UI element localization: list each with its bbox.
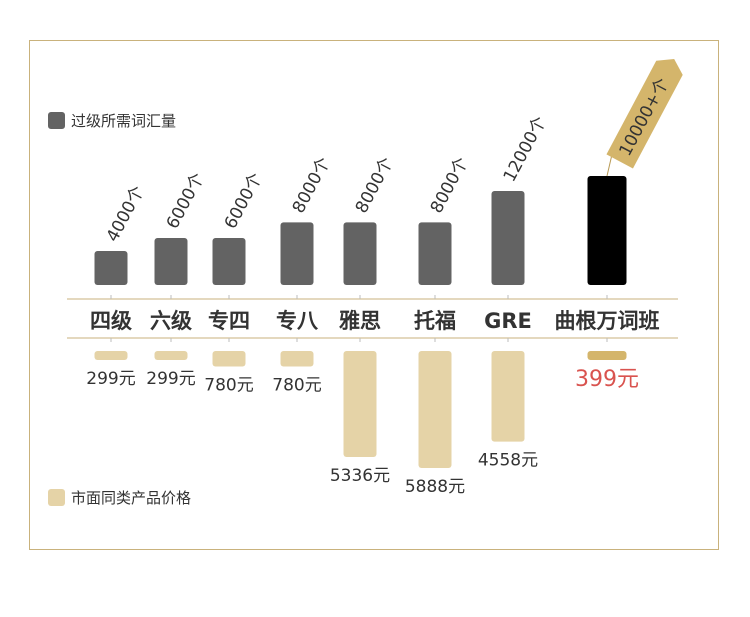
- category-label: 六级: [150, 309, 192, 333]
- legend-price-swatch: [48, 489, 65, 506]
- price-bar: [587, 351, 627, 360]
- category-label: 专八: [276, 309, 319, 333]
- chart-frame: [29, 40, 719, 550]
- price-value-label: 5336元: [330, 466, 390, 486]
- price-value-label: 780元: [204, 375, 253, 395]
- category-label: 四级: [90, 309, 132, 333]
- category-label: 专四: [208, 309, 250, 333]
- vocab-bar: [154, 238, 188, 285]
- price-value-label: 4558元: [478, 451, 538, 471]
- vocab-value-label: 8000个: [427, 154, 473, 217]
- category-label: 托福: [414, 309, 456, 333]
- price-value-label: 399元: [575, 367, 639, 392]
- vocab-value-label: 12000个: [500, 113, 551, 185]
- price-bar: [280, 351, 314, 367]
- vocab-bar: [94, 251, 128, 285]
- price-value-label: 299元: [146, 369, 195, 389]
- price-bar: [212, 351, 246, 367]
- price-bar: [491, 351, 525, 442]
- price-bar: [343, 351, 377, 458]
- highlight-tag: 10000+个: [606, 59, 683, 169]
- price-value-label: 5888元: [405, 477, 465, 497]
- legend-price: 市面同类产品价格: [48, 487, 191, 508]
- vocab-value-label: 8000个: [352, 154, 398, 217]
- legend-vocab-label: 过级所需词汇量: [71, 112, 177, 130]
- vocab-bar: [280, 222, 314, 285]
- vocab-bar: [418, 222, 452, 285]
- legend-vocab-swatch: [48, 112, 65, 129]
- vocab-value-label: 6000个: [163, 170, 209, 233]
- legend-vocab: 过级所需词汇量: [48, 110, 176, 131]
- price-bar: [154, 351, 188, 360]
- vocab-bar: [587, 176, 627, 285]
- legend-price-label: 市面同类产品价格: [71, 489, 192, 507]
- vocab-value-label: 4000个: [103, 183, 149, 246]
- vocab-bar: [491, 191, 525, 285]
- tag-shape: [606, 59, 683, 169]
- vocab-bar: [343, 222, 377, 285]
- price-bar: [418, 351, 452, 468]
- price-value-label: 780元: [272, 375, 321, 395]
- price-bar: [94, 351, 128, 360]
- price-value-label: 299元: [86, 369, 135, 389]
- vocab-value-label: 6000个: [221, 170, 267, 233]
- category-label: GRE: [484, 309, 532, 333]
- category-label: 雅思: [339, 309, 381, 333]
- category-label: 曲根万词班: [555, 309, 660, 333]
- vocab-bar: [212, 238, 246, 285]
- vocab-value-label: 8000个: [289, 154, 335, 217]
